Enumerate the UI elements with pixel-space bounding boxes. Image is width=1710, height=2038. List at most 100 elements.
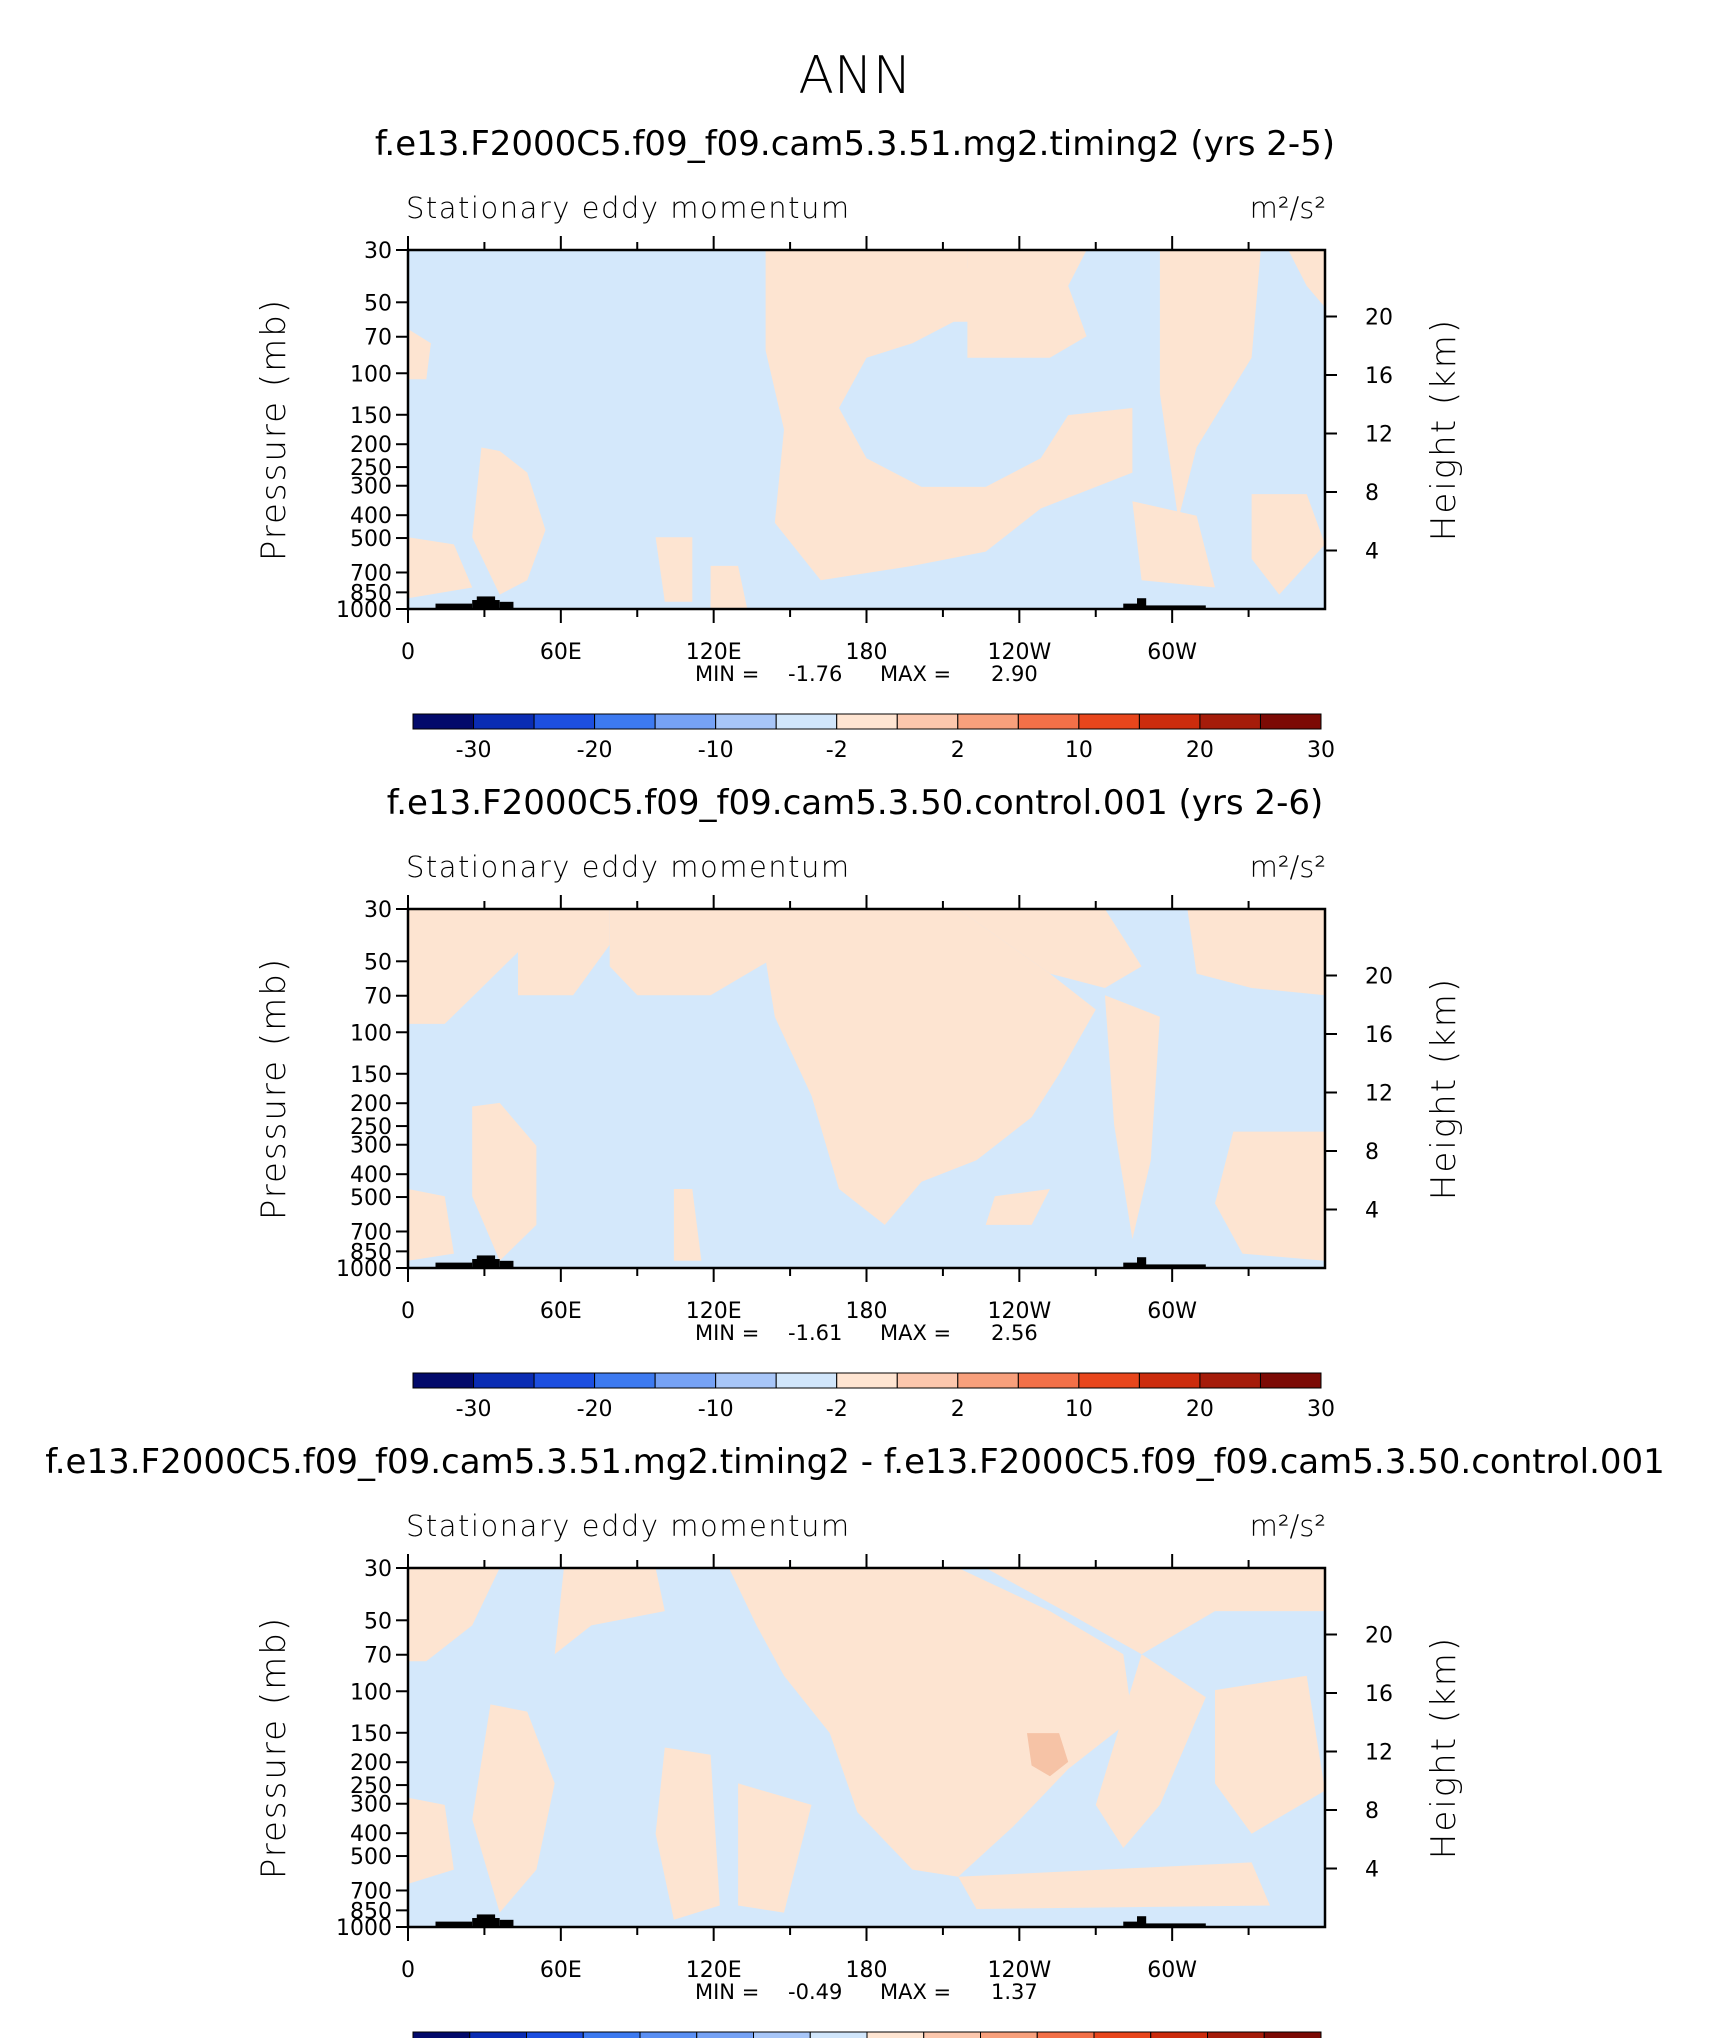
- pressure-tick-label: 50: [364, 291, 392, 316]
- pressure-tick-label: 200: [350, 433, 392, 458]
- pressure-tick-label: 400: [350, 1822, 392, 1847]
- contour-region: [1215, 1131, 1325, 1261]
- max-value: 2.56: [991, 1321, 1038, 1345]
- contour-region: [673, 1189, 702, 1261]
- x-tick-label: 60W: [1147, 1299, 1197, 1324]
- contour-region: [1215, 1675, 1325, 1834]
- contour-region: [518, 909, 610, 996]
- colorbar-swatch: [533, 1372, 596, 1389]
- colorbar-label: 20: [1186, 738, 1214, 763]
- colorbar-swatch: [1263, 2031, 1322, 2038]
- contour-region: [408, 1568, 500, 1662]
- colorbar-swatch: [473, 713, 535, 730]
- x-tick-label: 180: [846, 1299, 888, 1324]
- colorbar-swatch: [896, 713, 959, 730]
- colorbar-label: -30: [456, 738, 492, 763]
- contour-region: [967, 250, 1087, 358]
- pressure-tick-label: 300: [350, 475, 392, 500]
- plot-area: [408, 1568, 1325, 1927]
- topography-mark: [1141, 1923, 1206, 1927]
- min-value: -1.76: [788, 662, 842, 686]
- pressure-tick-label: 500: [350, 1845, 392, 1870]
- colorbar-label: 2: [951, 738, 965, 763]
- colorbar-swatch: [809, 2031, 868, 2038]
- contour-region: [729, 1568, 1133, 1877]
- contour-region: [985, 1189, 1050, 1225]
- colorbar-swatch: [836, 1372, 898, 1389]
- panel-units-label: m²/s²: [1250, 1509, 1326, 1543]
- panel-left-label: Stationary eddy momentum: [406, 191, 851, 225]
- contour-region: [408, 909, 518, 1024]
- contour-region: [472, 1704, 555, 1913]
- pressure-tick-label: 1000: [336, 1257, 392, 1282]
- colorbar-swatch: [1207, 2031, 1265, 2038]
- x-tick-label: 120W: [987, 1958, 1051, 1983]
- colorbar-label: -20: [577, 738, 613, 763]
- topography-mark: [435, 1262, 473, 1268]
- height-tick-label: 8: [1365, 1799, 1379, 1824]
- panel-left-label: Stationary eddy momentum: [406, 850, 851, 884]
- height-tick-label: 8: [1365, 1140, 1379, 1165]
- colorbar-swatch: [1259, 713, 1322, 730]
- pressure-tick-label: 300: [350, 1134, 392, 1159]
- colorbar-swatch: [923, 2031, 981, 2038]
- pressure-tick-label: 30: [364, 1557, 392, 1582]
- plot-area: [408, 250, 1325, 609]
- colorbar-swatch: [1259, 1372, 1322, 1389]
- height-tick-label: 12: [1365, 1081, 1393, 1106]
- topography-mark: [499, 1919, 514, 1927]
- max-label: MAX =: [880, 1980, 951, 2004]
- panel-units-label: m²/s²: [1250, 850, 1326, 884]
- plot-area: [408, 909, 1325, 1268]
- colorbar-label: -10: [698, 1397, 734, 1422]
- contour-region: [958, 1862, 1270, 1909]
- colorbar-swatch: [594, 1372, 656, 1389]
- x-tick-label: 60W: [1147, 640, 1197, 665]
- contour-region: [1095, 1654, 1206, 1848]
- colorbar-swatch: [753, 2031, 811, 2038]
- colorbar-label: -2: [826, 1397, 848, 1422]
- y-axis-title: Pressure (mb): [254, 1616, 294, 1879]
- pressure-tick-label: 150: [350, 404, 392, 429]
- contour-region: [1132, 501, 1215, 588]
- topography-mark: [476, 1914, 496, 1927]
- contour-region: [1104, 995, 1160, 1240]
- colorbar-swatch: [1078, 713, 1140, 730]
- colorbar-swatch: [715, 713, 777, 730]
- x-tick-label: 120E: [686, 1299, 742, 1324]
- pressure-tick-label: 150: [350, 1722, 392, 1747]
- colorbar-swatch: [1138, 713, 1201, 730]
- contour-region: [1187, 909, 1325, 996]
- topography-mark: [499, 1260, 514, 1268]
- contour-region: [765, 909, 1096, 1225]
- pressure-tick-label: 850: [350, 1240, 392, 1265]
- colorbar-swatch: [1138, 1372, 1201, 1389]
- topography-mark: [435, 1921, 473, 1927]
- max-label: MAX =: [880, 1321, 951, 1345]
- contour-region: [472, 1102, 537, 1261]
- contour-region: [738, 1783, 812, 1913]
- contour-region: [1288, 250, 1325, 308]
- height-tick-label: 16: [1365, 364, 1393, 389]
- min-label: MIN =: [695, 1321, 759, 1345]
- x-tick-label: 60E: [540, 640, 582, 665]
- pressure-tick-label: 400: [350, 1163, 392, 1188]
- panel-title: f.e13.F2000C5.f09_f09.cam5.3.51.mg2.timi…: [375, 124, 1335, 164]
- pressure-tick-label: 100: [350, 362, 392, 387]
- pressure-tick-label: 1000: [336, 598, 392, 623]
- max-label: MAX =: [880, 662, 951, 686]
- contour-region: [408, 329, 431, 380]
- pressure-tick-label: 1000: [336, 1916, 392, 1941]
- topography-mark: [476, 1255, 496, 1268]
- pressure-tick-label: 500: [350, 527, 392, 552]
- colorbar-label: 10: [1065, 1397, 1093, 1422]
- colorbar-swatch: [836, 713, 898, 730]
- pressure-tick-label: 100: [350, 1021, 392, 1046]
- colorbar-swatch: [1199, 1372, 1261, 1389]
- max-value: 2.90: [991, 662, 1038, 686]
- pressure-tick-label: 700: [350, 1879, 392, 1904]
- pressure-tick-label: 700: [350, 1220, 392, 1245]
- contour-region: [408, 1189, 454, 1261]
- max-value: 1.37: [991, 1980, 1038, 2004]
- colorbar-swatch: [654, 713, 717, 730]
